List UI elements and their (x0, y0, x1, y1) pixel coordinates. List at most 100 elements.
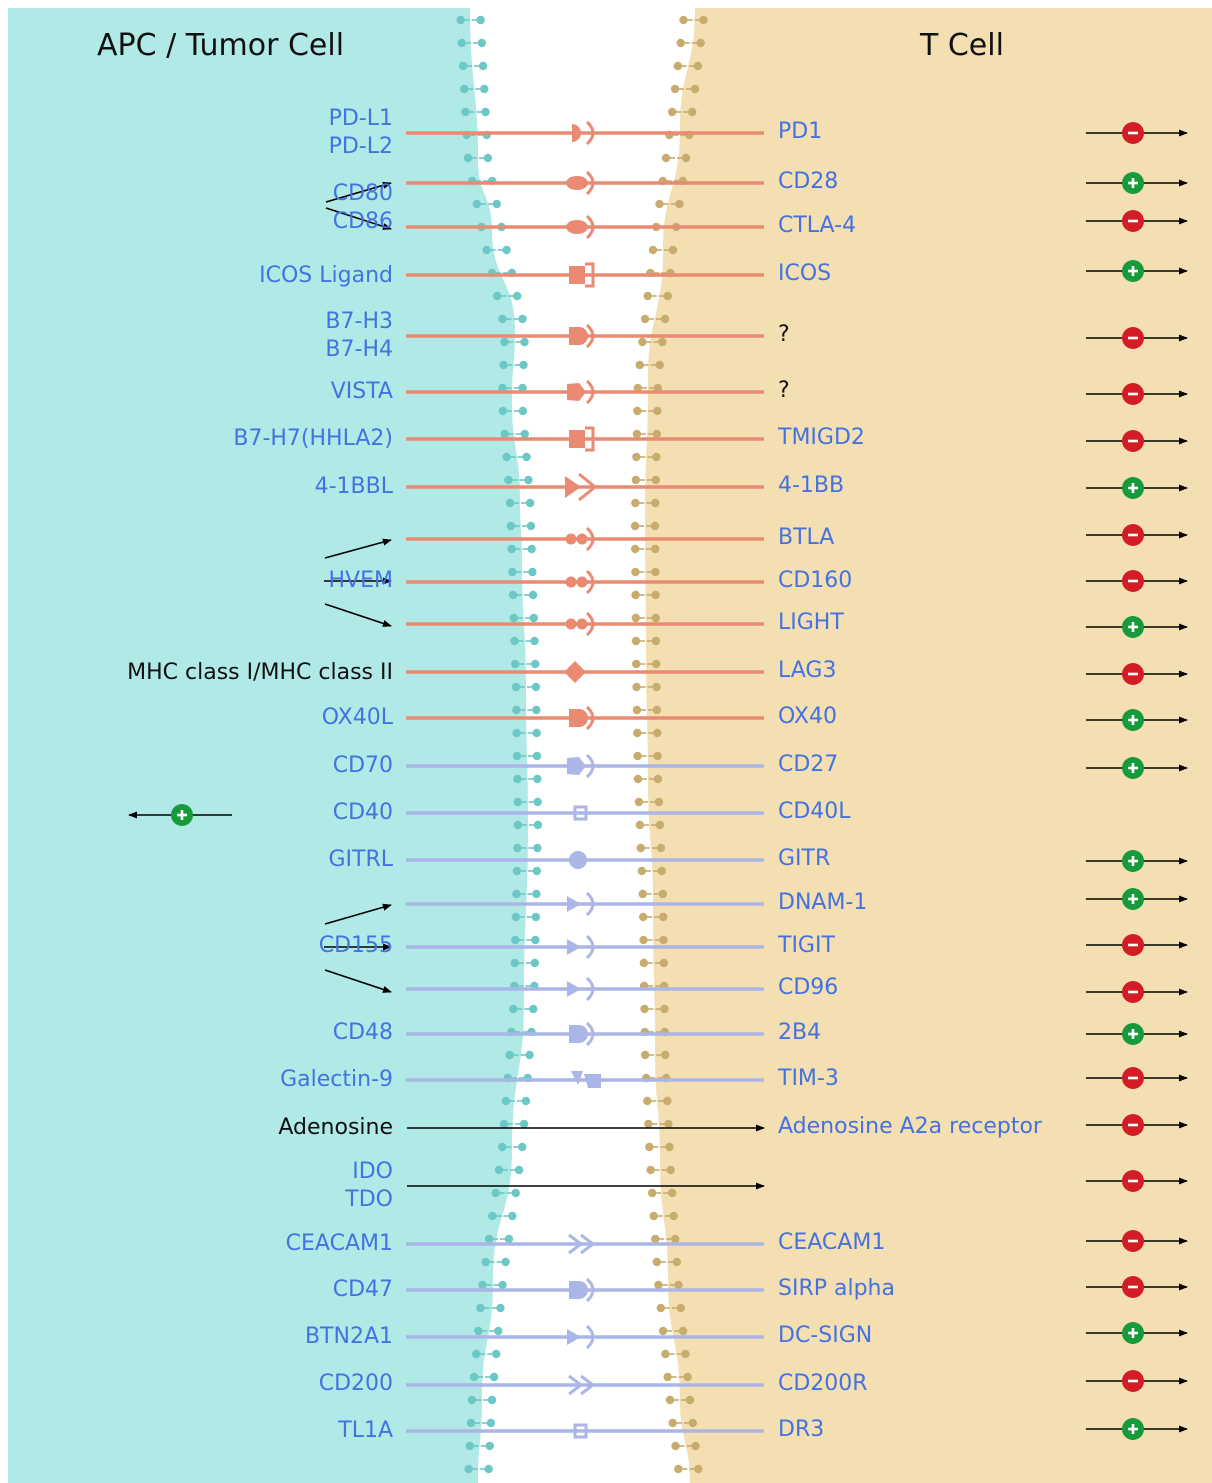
ligand-shape (569, 851, 587, 869)
ligand-label: OX40L (321, 705, 393, 730)
receptor-label: 2B4 (778, 1020, 822, 1045)
right-lipid-head (656, 843, 666, 853)
interaction-row (406, 1071, 764, 1088)
right-lipid-head (669, 1211, 678, 1221)
right-lipid-head (635, 820, 645, 830)
left-lipid-head (532, 728, 541, 738)
ligand-shape (566, 176, 588, 190)
right-lipid-head (668, 107, 677, 117)
receptor-label: CTLA-4 (778, 213, 857, 238)
right-lipid-head (654, 1280, 663, 1290)
receptor-cup (585, 170, 595, 196)
left-lipid-head (509, 613, 518, 623)
negative-signal (1086, 1370, 1188, 1392)
left-lipid-head (481, 107, 490, 117)
right-lipid-head (658, 889, 667, 899)
right-lipid-head (633, 728, 642, 738)
ligand-label: CD40 (332, 800, 393, 825)
left-lipid-head (472, 199, 481, 209)
interaction-row (406, 661, 764, 683)
left-lipid-head (520, 429, 529, 439)
right-lipid-head (668, 1188, 677, 1198)
positive-signal (1086, 757, 1188, 779)
interaction-row (406, 1423, 764, 1439)
ligand-shape (567, 896, 581, 912)
right-lipid-head (659, 958, 669, 968)
cd80-branch-arrow (325, 181, 392, 203)
receptor-cup (585, 569, 595, 595)
left-lipid-head (498, 1280, 507, 1290)
left-lipid-head (469, 1372, 479, 1382)
left-lipid-head (492, 291, 502, 301)
negative-signal (1086, 327, 1188, 349)
interaction-row (406, 1021, 764, 1047)
right-lipid-head (651, 636, 661, 646)
right-lipid-head (688, 107, 697, 117)
right-lipid-head (644, 1119, 653, 1129)
ligand-shape (569, 1025, 588, 1043)
ligand-label: CD48 (332, 1020, 393, 1045)
left-lipid-head (504, 475, 513, 485)
right-lipid-head (681, 153, 691, 163)
left-lipid-head (507, 544, 516, 554)
right-lipid-head (639, 935, 648, 945)
right-lipid-head (643, 291, 652, 301)
left-lipid-head (498, 383, 507, 393)
positive-signal (1086, 616, 1188, 638)
ligand-shape (565, 476, 581, 498)
left-lipid-head (461, 107, 470, 117)
left-lipid-head (481, 1257, 490, 1267)
ligand-label: PD-L1 (328, 106, 393, 131)
receptor-cup (585, 526, 595, 552)
receptor-cup (578, 472, 598, 502)
ligand-shape (569, 709, 588, 727)
right-lipid-head (641, 1050, 650, 1060)
right-lipid-head (652, 1257, 661, 1267)
ligand-label: CD86 (332, 209, 393, 234)
positive-signal (1086, 1023, 1188, 1045)
ligand-shape (576, 533, 588, 545)
ligand-label: HVEM (328, 568, 393, 593)
ligand-label: BTN2A1 (304, 1324, 393, 1349)
left-lipid-head (511, 682, 521, 692)
right-lipid-head (640, 314, 650, 324)
right-lipid-head (694, 1464, 703, 1474)
ligand-label: Galectin-9 (280, 1067, 393, 1092)
interaction-row (406, 526, 764, 552)
ligand-shape (571, 1071, 583, 1085)
t-cell-region (645, 8, 1212, 1483)
right-lipid-head (670, 84, 680, 94)
right-lipid-head (693, 61, 703, 71)
left-lipid-head (513, 820, 523, 830)
left-lipid-head (512, 866, 522, 876)
left-lipid-head (524, 475, 533, 485)
right-lipid-head (651, 1234, 660, 1244)
receptor-label: DNAM-1 (778, 890, 868, 915)
left-lipid-head (518, 314, 527, 324)
negative-signal (1086, 663, 1188, 685)
right-lipid-head (639, 912, 648, 922)
receptor-label: TMIGD2 (778, 425, 865, 450)
ligand-shape (568, 1233, 584, 1255)
left-lipid-head (532, 705, 541, 715)
receptor-label: TIM-3 (778, 1066, 839, 1091)
interaction-row (406, 426, 764, 452)
right-lipid-head (633, 406, 642, 416)
ligand-label: B7-H3 (325, 309, 393, 334)
left-lipid-head (476, 15, 485, 25)
receptor-cup (585, 934, 595, 960)
t-cell-title: T Cell (920, 28, 1004, 63)
right-lipid-head (633, 383, 643, 393)
receptor-cup (585, 1021, 595, 1047)
left-lipid-head (533, 797, 542, 807)
left-lipid-head (505, 1050, 514, 1060)
receptor-cup (585, 214, 595, 240)
left-lipid-head (530, 958, 540, 968)
left-lipid-head (505, 498, 515, 508)
left-lipid-head (531, 912, 541, 922)
left-lipid-head (485, 1441, 494, 1451)
hvem-branch-arrow (324, 538, 392, 559)
left-lipid-head (484, 1234, 494, 1244)
ligand-label: GITRL (328, 847, 393, 872)
right-lipid-head (631, 498, 640, 508)
